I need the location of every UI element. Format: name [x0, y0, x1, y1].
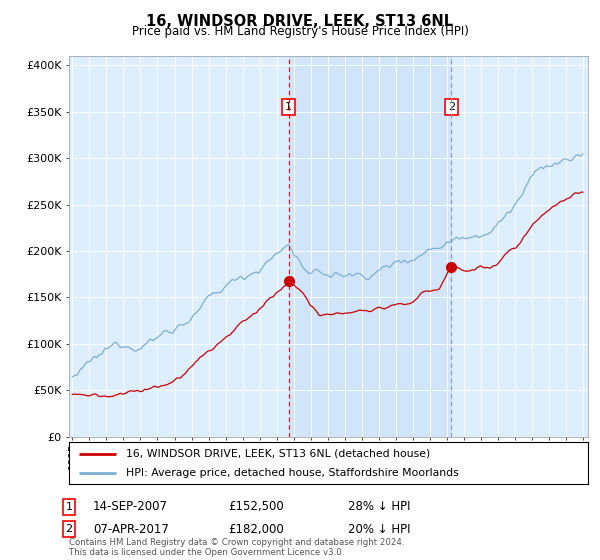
Text: 1: 1 [65, 502, 73, 512]
Text: 2: 2 [65, 524, 73, 534]
Text: 2: 2 [448, 102, 455, 112]
Text: Price paid vs. HM Land Registry's House Price Index (HPI): Price paid vs. HM Land Registry's House … [131, 25, 469, 38]
Text: Contains HM Land Registry data © Crown copyright and database right 2024.
This d: Contains HM Land Registry data © Crown c… [69, 538, 404, 557]
Text: 07-APR-2017: 07-APR-2017 [93, 522, 169, 536]
Text: 28% ↓ HPI: 28% ↓ HPI [348, 500, 410, 514]
Text: £152,500: £152,500 [228, 500, 284, 514]
Text: HPI: Average price, detached house, Staffordshire Moorlands: HPI: Average price, detached house, Staf… [126, 468, 459, 478]
Text: 20% ↓ HPI: 20% ↓ HPI [348, 522, 410, 536]
Text: 16, WINDSOR DRIVE, LEEK, ST13 6NL: 16, WINDSOR DRIVE, LEEK, ST13 6NL [146, 14, 454, 29]
Bar [289, 56, 451, 437]
Text: 1: 1 [285, 102, 292, 112]
Text: 16, WINDSOR DRIVE, LEEK, ST13 6NL (detached house): 16, WINDSOR DRIVE, LEEK, ST13 6NL (detac… [126, 449, 430, 459]
Text: £182,000: £182,000 [228, 522, 284, 536]
Text: 14-SEP-2007: 14-SEP-2007 [93, 500, 168, 514]
